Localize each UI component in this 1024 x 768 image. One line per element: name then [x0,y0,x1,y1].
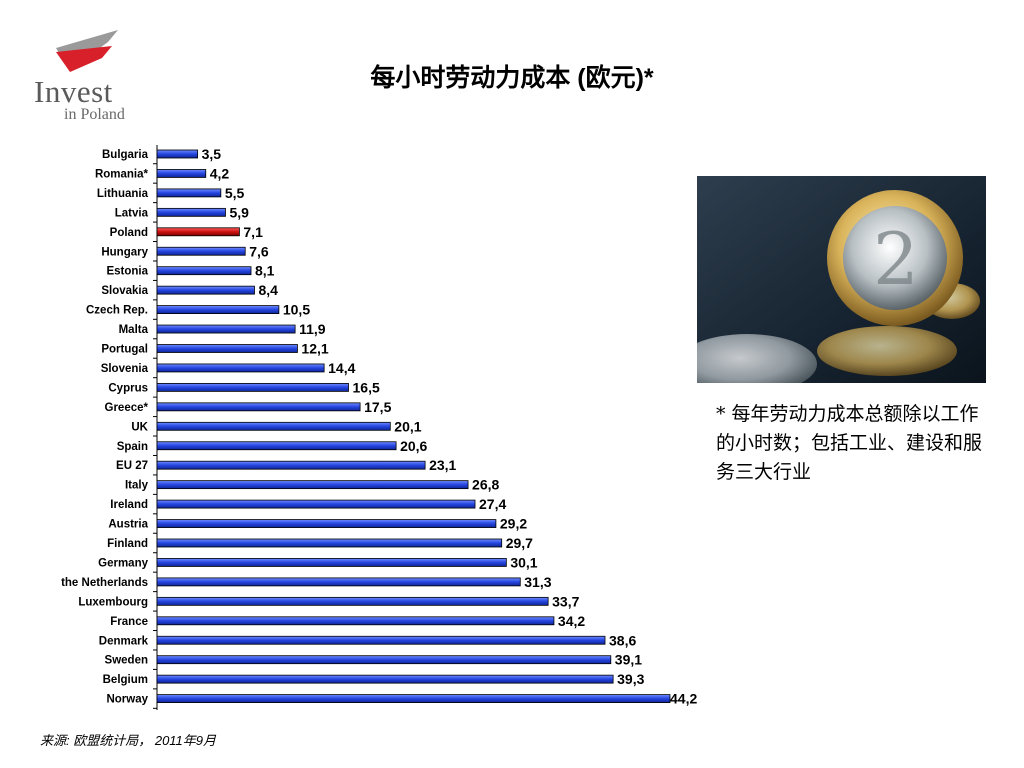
bar-denmark [156,635,606,645]
svg-text:2: 2 [873,217,919,301]
bar-poland [156,227,240,237]
category-label: Portugal [101,344,148,356]
logo-wordmark: Invest [34,74,113,109]
category-label: Belgium [103,674,148,686]
bar-slovakia [156,285,255,295]
bar-slovenia [156,363,325,373]
bar-germany [156,558,507,567]
value-label: 20,6 [400,438,427,454]
value-label: 39,3 [617,671,644,687]
category-label: Ireland [110,499,148,511]
bar-finland [156,538,503,548]
category-label: Malta [119,324,149,336]
chart-marks: Bulgaria 3,5 Romania* 4,2 Lithuania 5,5 Latvia… [61,146,697,709]
bar-luxembourg [156,596,549,606]
bar-uk [156,421,391,431]
category-label: France [110,616,148,628]
value-label: 34,2 [558,613,585,629]
value-label: 16,5 [353,379,380,395]
value-label: 38,6 [609,632,636,648]
category-label: Austria [108,519,148,531]
value-label: 11,9 [299,321,326,337]
value-label: 3,5 [202,146,222,162]
value-label: 39,1 [615,652,642,668]
value-label: 5,5 [225,185,245,201]
value-label: 29,7 [506,535,533,551]
bar-norway [156,694,671,703]
value-label: 17,5 [364,399,391,415]
category-label: UK [131,421,148,433]
category-label: Cyprus [108,382,148,394]
logo-subtitle: in Poland [64,106,125,123]
bar-eu-27 [156,460,426,470]
bar-lithuania [156,188,222,198]
category-label: Slovenia [101,363,149,375]
category-label: Slovakia [101,285,148,297]
category-label: Luxembourg [78,596,148,608]
bar-malta [156,324,296,334]
bar-cyprus [156,382,349,392]
value-label: 5,9 [229,204,249,220]
footnote-text: * 每年劳动力成本总额除以工作的小时数；包括工业、建设和服务三大行业 [716,403,983,483]
bar-italy [156,480,469,490]
category-label: Czech Rep. [86,305,148,317]
value-label: 20,1 [394,418,421,434]
category-label: EU 27 [116,460,148,472]
bar-czech-rep [156,305,280,315]
chart-title: 每小时劳动力成本 (欧元)* [370,64,654,92]
source-text: 来源: 欧盟统计局， 2011年9月 [40,733,217,748]
category-label: Romania* [95,168,149,180]
bar-austria [156,519,497,528]
value-label: 44,2 [670,691,697,707]
bar-greece [156,402,361,412]
value-label: 29,2 [500,516,527,532]
category-label: Finland [107,538,148,550]
category-label: Spain [117,441,148,453]
category-label: Estonia [106,266,148,278]
value-label: 7,1 [243,224,263,240]
category-label: the Netherlands [61,577,148,589]
invest-in-poland-logo-icon [56,30,118,72]
value-label: 33,7 [552,593,579,609]
category-label: Germany [98,557,148,569]
category-label: Poland [110,227,148,239]
value-label: 27,4 [479,496,506,512]
value-label: 30,1 [510,554,537,570]
value-label: 26,8 [472,477,499,493]
category-label: Bulgaria [102,149,149,161]
category-label: Norway [106,694,148,706]
bar-bulgaria [156,149,199,159]
category-label: Denmark [99,635,149,647]
category-label: Sweden [105,655,148,667]
value-label: 10,5 [283,302,310,318]
bar-belgium [156,674,614,684]
value-label: 8,1 [255,263,275,279]
bar-hungary [156,246,246,256]
value-label: 23,1 [429,457,456,473]
value-label: 31,3 [524,574,551,590]
logo-red-shape [56,46,112,72]
value-label: 12,1 [301,341,328,357]
bar-sweden [156,655,612,665]
bar-ireland [156,499,476,509]
value-label: 14,4 [328,360,355,376]
category-label: Latvia [115,207,149,219]
value-label: 8,4 [258,282,278,298]
bar-latvia [156,207,226,217]
category-label: Lithuania [97,188,149,200]
category-label: Greece* [105,402,149,414]
bar-the-netherlands [156,577,521,587]
bar-romania [156,169,207,178]
value-label: 4,2 [210,165,230,181]
bar-france [156,616,555,626]
bar-estonia [156,266,252,276]
category-label: Hungary [101,246,148,258]
euro-coin-photo: 2 [697,176,986,383]
bar-spain [156,441,397,451]
value-label: 7,6 [249,243,269,259]
category-label: Italy [125,480,149,492]
bar-portugal [156,344,298,353]
